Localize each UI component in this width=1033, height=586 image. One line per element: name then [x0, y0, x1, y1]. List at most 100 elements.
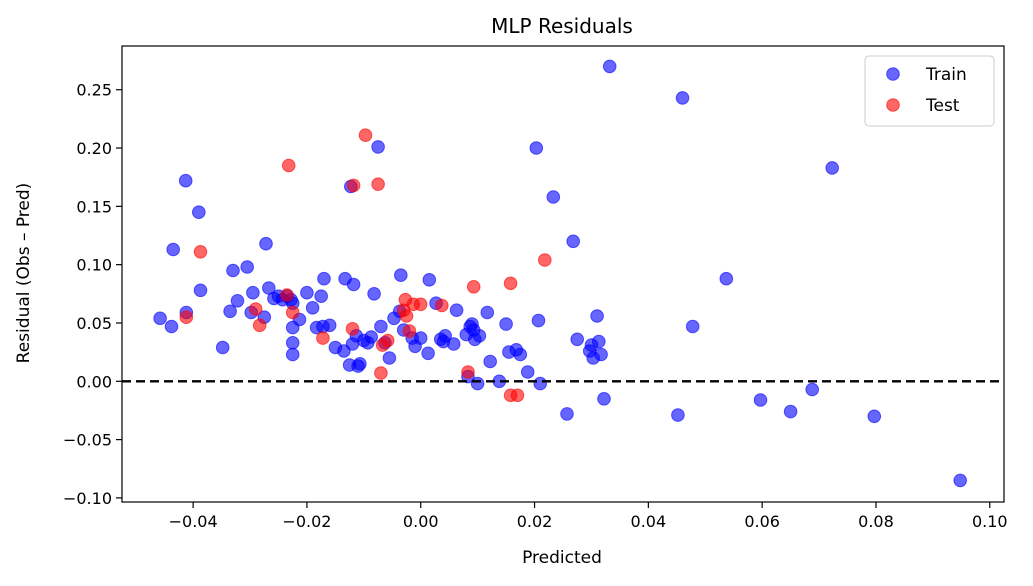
- test-point: [503, 276, 518, 291]
- train-point: [230, 294, 245, 308]
- train-point: [594, 347, 608, 362]
- points-layer: [153, 59, 968, 488]
- x-tick-label: 0.00: [403, 512, 439, 531]
- train-point: [449, 303, 464, 318]
- x-tick-label: 0.08: [858, 512, 894, 531]
- train-point: [364, 330, 379, 344]
- train-point: [382, 351, 397, 365]
- train-point: [470, 376, 485, 391]
- train-point: [675, 91, 690, 105]
- train-point: [520, 365, 535, 379]
- train-point: [446, 337, 461, 351]
- x-axis-label: Predicted: [522, 548, 602, 568]
- test-point: [510, 388, 525, 403]
- test-point: [248, 302, 263, 316]
- test-point: [538, 253, 552, 267]
- train-point: [513, 347, 528, 362]
- test-point: [346, 178, 361, 193]
- x-tick-label: 0.10: [972, 512, 1008, 531]
- train-point: [153, 311, 167, 326]
- train-point: [867, 409, 882, 424]
- test-point: [399, 309, 414, 323]
- train-point: [805, 382, 820, 397]
- train-point: [164, 319, 179, 334]
- train-point: [317, 271, 331, 286]
- test-point: [466, 280, 481, 294]
- train-point: [413, 331, 428, 345]
- train-point: [953, 473, 968, 488]
- y-tick-label: 0.00: [76, 372, 112, 391]
- test-point: [179, 310, 194, 325]
- train-point: [374, 319, 388, 334]
- train-point: [193, 283, 208, 298]
- x-tick-label: −0.02: [282, 512, 331, 531]
- train-point: [314, 289, 329, 304]
- x-tick-label: 0.04: [631, 512, 667, 531]
- y-tick-label: 0.25: [76, 81, 112, 100]
- train-point: [671, 408, 685, 422]
- train-point: [353, 357, 367, 371]
- test-point: [461, 365, 475, 379]
- plot-area: [122, 46, 1004, 502]
- train-point: [825, 161, 840, 175]
- y-tick-label: 0.10: [76, 256, 112, 275]
- train-point: [215, 340, 230, 355]
- x-tick-label: 0.02: [517, 512, 553, 531]
- train-point: [285, 347, 300, 362]
- train-point: [322, 318, 337, 333]
- train-point: [480, 305, 495, 320]
- train-point: [546, 190, 561, 204]
- test-point: [252, 318, 267, 333]
- train-point: [246, 285, 260, 300]
- train-point: [346, 277, 361, 292]
- train-point: [166, 242, 180, 257]
- test-point: [402, 324, 417, 338]
- test-point: [285, 305, 300, 320]
- train-point: [592, 334, 606, 349]
- y-tick-label: −0.05: [63, 431, 112, 450]
- x-tick-label: 0.06: [744, 512, 780, 531]
- train-point: [531, 313, 546, 328]
- train-point: [483, 354, 498, 369]
- train-point: [300, 285, 314, 300]
- plot-background: [122, 46, 1004, 502]
- train-point: [178, 173, 193, 188]
- y-tick-label: 0.15: [76, 197, 112, 216]
- train-point: [240, 260, 254, 274]
- test-point: [316, 331, 330, 345]
- axes-layer: −0.04 −0.02 0.00 0.02 0.04 0.06 0.08 0.10 −0.10 −…: [63, 45, 1008, 531]
- test-point: [380, 333, 395, 348]
- train-point: [305, 301, 320, 315]
- legend-label-test: Test: [925, 96, 960, 116]
- train-point: [421, 346, 435, 361]
- chart-title: MLP Residuals: [491, 14, 633, 38]
- test-point: [371, 177, 385, 191]
- train-point: [566, 234, 581, 249]
- train-point: [602, 59, 617, 74]
- train-point: [499, 317, 513, 331]
- train-point: [753, 393, 768, 407]
- y-tick-label: 0.20: [76, 139, 112, 158]
- train-point: [223, 304, 237, 319]
- train-point: [533, 376, 548, 391]
- y-tick-label: 0.05: [76, 314, 112, 333]
- train-point: [438, 329, 453, 343]
- x-tick-label: −0.04: [169, 512, 218, 531]
- y-axis-label: Residual (Obs – Pred): [14, 183, 34, 364]
- legend-label-train: Train: [925, 65, 967, 85]
- train-point: [422, 273, 437, 287]
- train-point: [472, 329, 487, 343]
- test-point: [374, 366, 388, 380]
- train-point: [285, 336, 300, 350]
- train-point: [367, 287, 381, 301]
- train-point: [560, 407, 574, 421]
- test-point: [435, 298, 449, 313]
- train-point: [371, 140, 385, 154]
- axes-frame: [121, 45, 1005, 503]
- test-point: [413, 297, 428, 312]
- train-point: [783, 404, 798, 419]
- y-tick-label: −0.10: [63, 489, 112, 508]
- train-point: [570, 332, 585, 347]
- test-point: [280, 288, 294, 302]
- test-point: [281, 158, 296, 173]
